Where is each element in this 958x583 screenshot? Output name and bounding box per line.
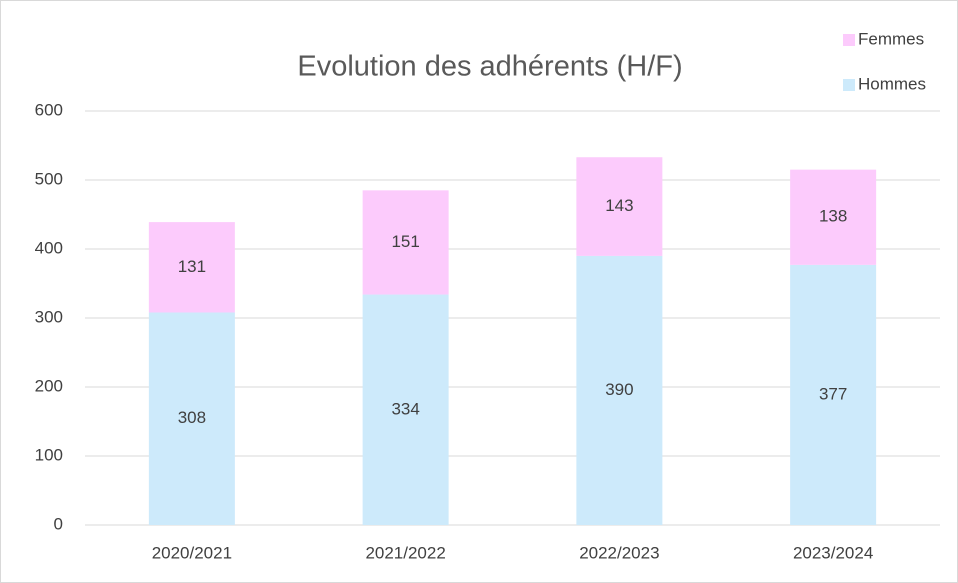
x-tick-label: 2022/2023 — [579, 543, 659, 562]
legend-swatch — [843, 34, 855, 46]
bar-segment — [790, 264, 877, 525]
y-tick-label: 100 — [35, 445, 63, 464]
bar-segment — [148, 222, 235, 313]
y-tick-label: 500 — [35, 169, 63, 188]
data-label: 390 — [605, 380, 633, 399]
data-label: 308 — [178, 408, 206, 427]
x-tick-label: 2021/2022 — [365, 543, 445, 562]
y-tick-label: 300 — [35, 307, 63, 326]
chart-title: Evolution des adhérents (H/F) — [297, 51, 682, 83]
y-tick-label: 400 — [35, 238, 63, 257]
bar-segment — [362, 294, 449, 525]
bar-segment — [576, 157, 663, 256]
data-label: 131 — [178, 257, 206, 276]
y-tick-label: 0 — [54, 514, 63, 533]
data-label: 151 — [391, 232, 419, 251]
x-tick-label: 2020/2021 — [152, 543, 232, 562]
bar-segment — [790, 169, 877, 265]
legend-label: Hommes — [858, 74, 926, 93]
data-label: 143 — [605, 196, 633, 215]
legend-label: Femmes — [858, 29, 924, 48]
bar-segment — [148, 312, 235, 525]
data-label: 138 — [819, 207, 847, 226]
data-label: 334 — [391, 399, 419, 418]
bar-segment — [362, 190, 449, 295]
y-tick-label: 600 — [35, 100, 63, 119]
y-tick-label: 200 — [35, 376, 63, 395]
bar-segment — [576, 255, 663, 525]
x-tick-label: 2023/2024 — [793, 543, 873, 562]
data-label: 377 — [819, 384, 847, 403]
legend-swatch — [843, 79, 855, 91]
